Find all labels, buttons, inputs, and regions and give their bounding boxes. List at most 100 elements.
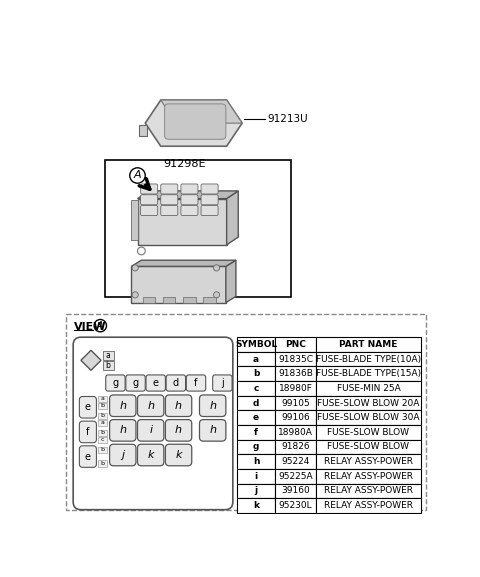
- Bar: [276, 469, 316, 484]
- Bar: [105, 160, 291, 297]
- Bar: [316, 498, 421, 513]
- Bar: [237, 425, 276, 440]
- Bar: [276, 410, 316, 425]
- Bar: [139, 125, 147, 136]
- Text: g: g: [253, 443, 259, 451]
- Text: b: b: [106, 361, 110, 370]
- Text: e: e: [253, 413, 259, 422]
- Text: g: g: [112, 378, 119, 388]
- Text: SYMBOL: SYMBOL: [235, 340, 277, 349]
- Bar: [98, 460, 107, 467]
- Text: PART NAME: PART NAME: [339, 340, 397, 349]
- Text: f: f: [86, 427, 90, 437]
- Text: k: k: [253, 501, 259, 510]
- FancyBboxPatch shape: [161, 184, 178, 194]
- Bar: [276, 440, 316, 454]
- FancyBboxPatch shape: [200, 419, 226, 441]
- Bar: [98, 437, 107, 443]
- Text: 95225A: 95225A: [278, 471, 313, 481]
- Bar: [237, 440, 276, 454]
- FancyBboxPatch shape: [141, 184, 157, 194]
- Bar: [316, 484, 421, 498]
- Bar: [237, 454, 276, 469]
- Circle shape: [130, 168, 145, 183]
- Bar: [316, 469, 421, 484]
- FancyBboxPatch shape: [141, 195, 157, 205]
- FancyBboxPatch shape: [181, 195, 198, 205]
- Text: A: A: [134, 170, 141, 181]
- Text: 91826: 91826: [281, 443, 310, 451]
- Bar: [276, 337, 316, 352]
- FancyBboxPatch shape: [137, 444, 164, 466]
- Text: a: a: [106, 351, 110, 360]
- Text: f: f: [254, 428, 258, 437]
- FancyBboxPatch shape: [73, 337, 233, 509]
- Text: a: a: [101, 420, 105, 425]
- Text: FUSE-SLOW BLOW: FUSE-SLOW BLOW: [327, 428, 409, 437]
- Bar: [276, 425, 316, 440]
- Text: 99105: 99105: [281, 399, 310, 407]
- FancyBboxPatch shape: [79, 446, 96, 467]
- FancyBboxPatch shape: [201, 195, 218, 205]
- Bar: [237, 396, 276, 410]
- Text: h: h: [253, 457, 259, 466]
- Text: 91835C: 91835C: [278, 355, 313, 364]
- Text: FUSE-MIN 25A: FUSE-MIN 25A: [336, 384, 400, 393]
- FancyBboxPatch shape: [201, 205, 218, 216]
- Bar: [316, 454, 421, 469]
- Bar: [98, 447, 107, 453]
- Text: FUSE-BLADE TYPE(10A): FUSE-BLADE TYPE(10A): [316, 355, 421, 364]
- Text: k: k: [175, 450, 182, 460]
- Polygon shape: [227, 191, 238, 245]
- Text: a: a: [253, 355, 259, 364]
- Text: j: j: [221, 378, 224, 388]
- Text: f: f: [194, 378, 198, 388]
- Text: FUSE-SLOW BLOW: FUSE-SLOW BLOW: [327, 443, 409, 451]
- Bar: [103, 361, 114, 369]
- FancyBboxPatch shape: [161, 195, 178, 205]
- Text: a: a: [101, 396, 105, 401]
- Bar: [237, 366, 276, 381]
- Text: 91836B: 91836B: [278, 369, 313, 379]
- Circle shape: [214, 292, 220, 298]
- Text: d: d: [253, 399, 259, 407]
- Bar: [237, 352, 276, 366]
- Text: RELAY ASSY-POWER: RELAY ASSY-POWER: [324, 471, 413, 481]
- Bar: [316, 396, 421, 410]
- Text: j: j: [121, 450, 124, 460]
- Bar: [204, 297, 216, 304]
- Bar: [66, 314, 426, 509]
- Text: b: b: [101, 461, 105, 466]
- Text: c: c: [101, 437, 104, 442]
- Text: i: i: [149, 425, 152, 436]
- FancyBboxPatch shape: [109, 444, 136, 466]
- Circle shape: [214, 265, 220, 271]
- Text: b: b: [101, 447, 105, 452]
- FancyBboxPatch shape: [166, 375, 186, 391]
- FancyBboxPatch shape: [106, 375, 125, 391]
- Polygon shape: [132, 267, 226, 302]
- Bar: [276, 454, 316, 469]
- Bar: [98, 403, 107, 409]
- Text: 95224: 95224: [281, 457, 310, 466]
- Polygon shape: [161, 100, 242, 123]
- Circle shape: [132, 292, 138, 298]
- Polygon shape: [145, 100, 242, 146]
- Bar: [103, 351, 114, 359]
- Bar: [237, 337, 276, 352]
- Text: b: b: [101, 403, 105, 409]
- FancyBboxPatch shape: [137, 419, 164, 441]
- Text: i: i: [254, 471, 258, 481]
- Text: h: h: [175, 425, 182, 436]
- Text: 99106: 99106: [281, 413, 310, 422]
- Bar: [163, 297, 176, 304]
- Bar: [316, 440, 421, 454]
- Circle shape: [132, 265, 138, 271]
- Bar: [316, 366, 421, 381]
- FancyBboxPatch shape: [109, 395, 136, 417]
- Text: h: h: [209, 425, 216, 436]
- Bar: [98, 396, 107, 402]
- Bar: [183, 297, 196, 304]
- Bar: [316, 410, 421, 425]
- Bar: [276, 352, 316, 366]
